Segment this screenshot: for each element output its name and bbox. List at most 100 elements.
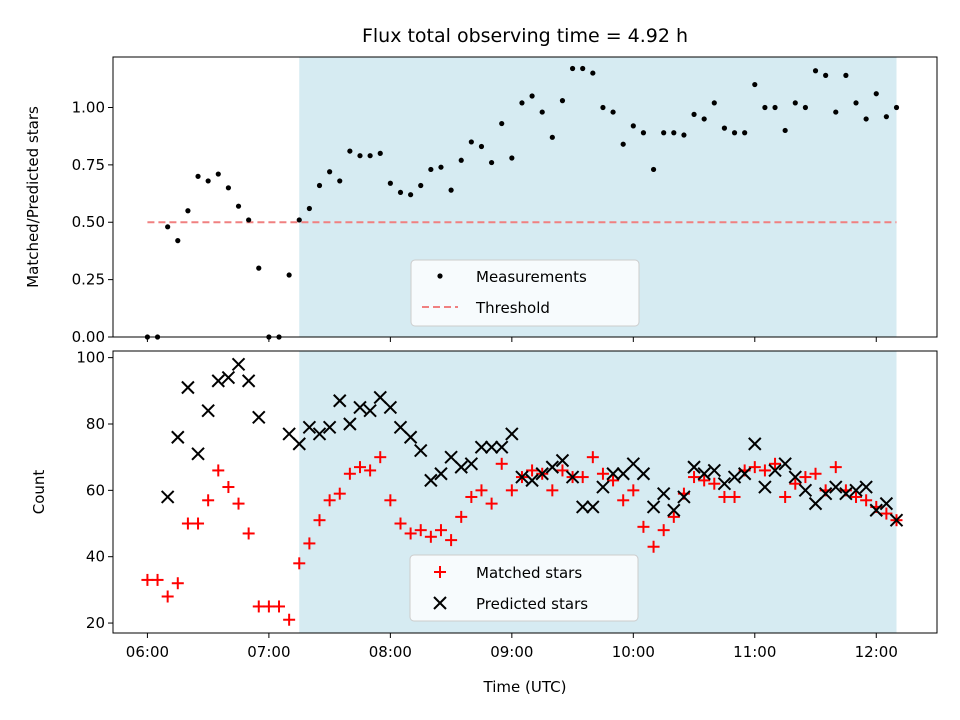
predicted-star-point [717, 476, 732, 491]
measurement-point [499, 120, 505, 127]
measurement-point [772, 104, 778, 111]
y-tick-label: 1.00 [72, 98, 105, 116]
predicted-star-point [322, 420, 337, 435]
predicted-star-point [535, 467, 549, 481]
matched-star-point [708, 477, 721, 490]
measurement-point [883, 114, 889, 120]
measurement-point [792, 100, 798, 106]
matched-star-point [192, 517, 205, 530]
top-marks [144, 65, 900, 340]
top-panel: 0.00 0.25 0.50 0.75 1.00 Matched/Predicted s… [24, 56, 938, 346]
matched-star-point [779, 490, 792, 503]
matched-star-point [758, 464, 771, 477]
predicted-star-point [211, 374, 225, 388]
y-tick-label: 0.50 [72, 213, 105, 231]
bottom-marks [141, 357, 904, 626]
predicted-star-point [525, 473, 539, 488]
measurement-point [752, 81, 758, 88]
legend-label-predicted-stars: Predicted stars [476, 595, 588, 613]
matched-star-point [850, 490, 863, 503]
y-tick-label: 20 [86, 614, 105, 632]
x-tick-label: 07:00 [247, 643, 290, 661]
measurement-point [701, 116, 707, 122]
matched-star-point [343, 467, 356, 480]
measurement-point [509, 155, 515, 161]
predicted-star-point [333, 394, 347, 408]
predicted-star-point [596, 480, 610, 494]
y-tick-label: 0.75 [72, 156, 105, 174]
matched-star-point [657, 524, 670, 537]
matched-star-point [333, 487, 346, 500]
matched-star-point [495, 457, 508, 470]
x-tick-label: 10:00 [612, 643, 655, 661]
matched-star-point [434, 524, 447, 537]
predicted-star-point [808, 496, 823, 511]
x-tick-label: 11:00 [733, 643, 776, 661]
matched-star-point [596, 467, 609, 480]
predicted-star-point [454, 460, 468, 474]
predicted-star-point [636, 467, 651, 481]
matched-star-point [323, 494, 336, 507]
matched-star-point [789, 477, 802, 490]
matched-star-point [151, 573, 164, 586]
measurement-point [711, 100, 717, 106]
predicted-star-point [555, 453, 570, 468]
matched-star-point [526, 464, 539, 477]
predicted-star-point [616, 467, 630, 481]
measurement-point [205, 178, 211, 184]
matched-star-point [667, 510, 680, 523]
measurement-point [215, 171, 221, 177]
predicted-star-point [252, 410, 266, 425]
top-y-axis-label: Matched/Predicted stars [24, 106, 42, 288]
matched-star-point [303, 537, 316, 550]
predicted-star-point [575, 500, 590, 514]
measurement-point [316, 182, 323, 189]
matched-star-point [404, 527, 417, 540]
measurement-point [488, 159, 495, 166]
matched-star-point [414, 524, 427, 537]
measurement-point [438, 164, 444, 170]
measurement-point [327, 169, 333, 175]
predicted-star-point [565, 470, 580, 484]
measurement-point [742, 130, 748, 136]
top-plot-frame [112, 56, 938, 338]
predicted-star-point [849, 483, 863, 498]
predicted-star-point [677, 490, 691, 504]
measurement-point [225, 185, 232, 191]
predicted-star-point [424, 473, 438, 488]
matched-star-point [718, 490, 731, 503]
predicted-star-point [231, 357, 246, 371]
predicted-star-point [879, 496, 894, 511]
measurement-point [175, 238, 181, 244]
y-tick-label: 60 [86, 481, 105, 499]
measurement-point [357, 153, 363, 159]
matched-star-point [586, 451, 599, 464]
matched-star-point [607, 474, 620, 487]
measurement-point [802, 104, 809, 111]
measurement-point [478, 143, 485, 150]
measurement-point [843, 72, 849, 78]
matched-star-point [556, 464, 569, 477]
measurement-point [165, 224, 171, 230]
predicted-star-point [515, 470, 529, 484]
measurement-point [468, 139, 474, 145]
measurement-point [458, 157, 464, 163]
measurement-point [448, 187, 454, 193]
predicted-star-point [484, 440, 499, 454]
matched-star-point [485, 497, 498, 510]
predicted-star-point [586, 500, 600, 514]
matched-star-point [728, 490, 741, 503]
bottom-plot-frame [112, 350, 938, 634]
predicted-star-point [656, 486, 671, 501]
predicted-star-point [474, 440, 489, 454]
measurement-point [185, 208, 191, 214]
predicted-star-point [403, 430, 418, 444]
predicted-star-point [778, 457, 792, 471]
matched-star-point [424, 530, 437, 543]
matched-star-point [313, 514, 326, 527]
predicted-star-point [687, 460, 701, 474]
measurement-point [600, 104, 606, 111]
predicted-star-point [464, 457, 479, 471]
matched-star-point [384, 494, 397, 507]
predicted-star-point [201, 404, 215, 418]
